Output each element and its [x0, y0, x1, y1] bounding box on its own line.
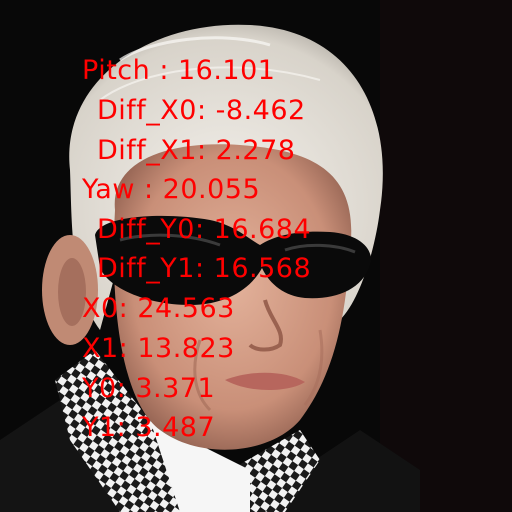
sunglasses-shape	[95, 215, 371, 305]
diff-y1-readout: Diff_Y1: 16.568	[97, 253, 312, 284]
diff-y0-readout: Diff_Y0: 16.684	[97, 214, 312, 245]
x1-readout: X1: 13.823	[82, 333, 235, 364]
y1-readout: Y1: 3.487	[82, 412, 216, 443]
diff-x0-readout: Diff_X0: -8.462	[97, 95, 306, 126]
mouth-shape	[225, 372, 305, 390]
y0-readout: Y0: 3.371	[82, 373, 216, 404]
yaw-readout: Yaw : 20.055	[82, 174, 261, 205]
checked-collar-shape	[55, 350, 190, 512]
diff-x1-readout: Diff_X1: 2.278	[97, 135, 296, 166]
pitch-readout: Pitch : 16.101	[82, 55, 276, 86]
x0-readout: X0: 24.563	[82, 293, 235, 324]
